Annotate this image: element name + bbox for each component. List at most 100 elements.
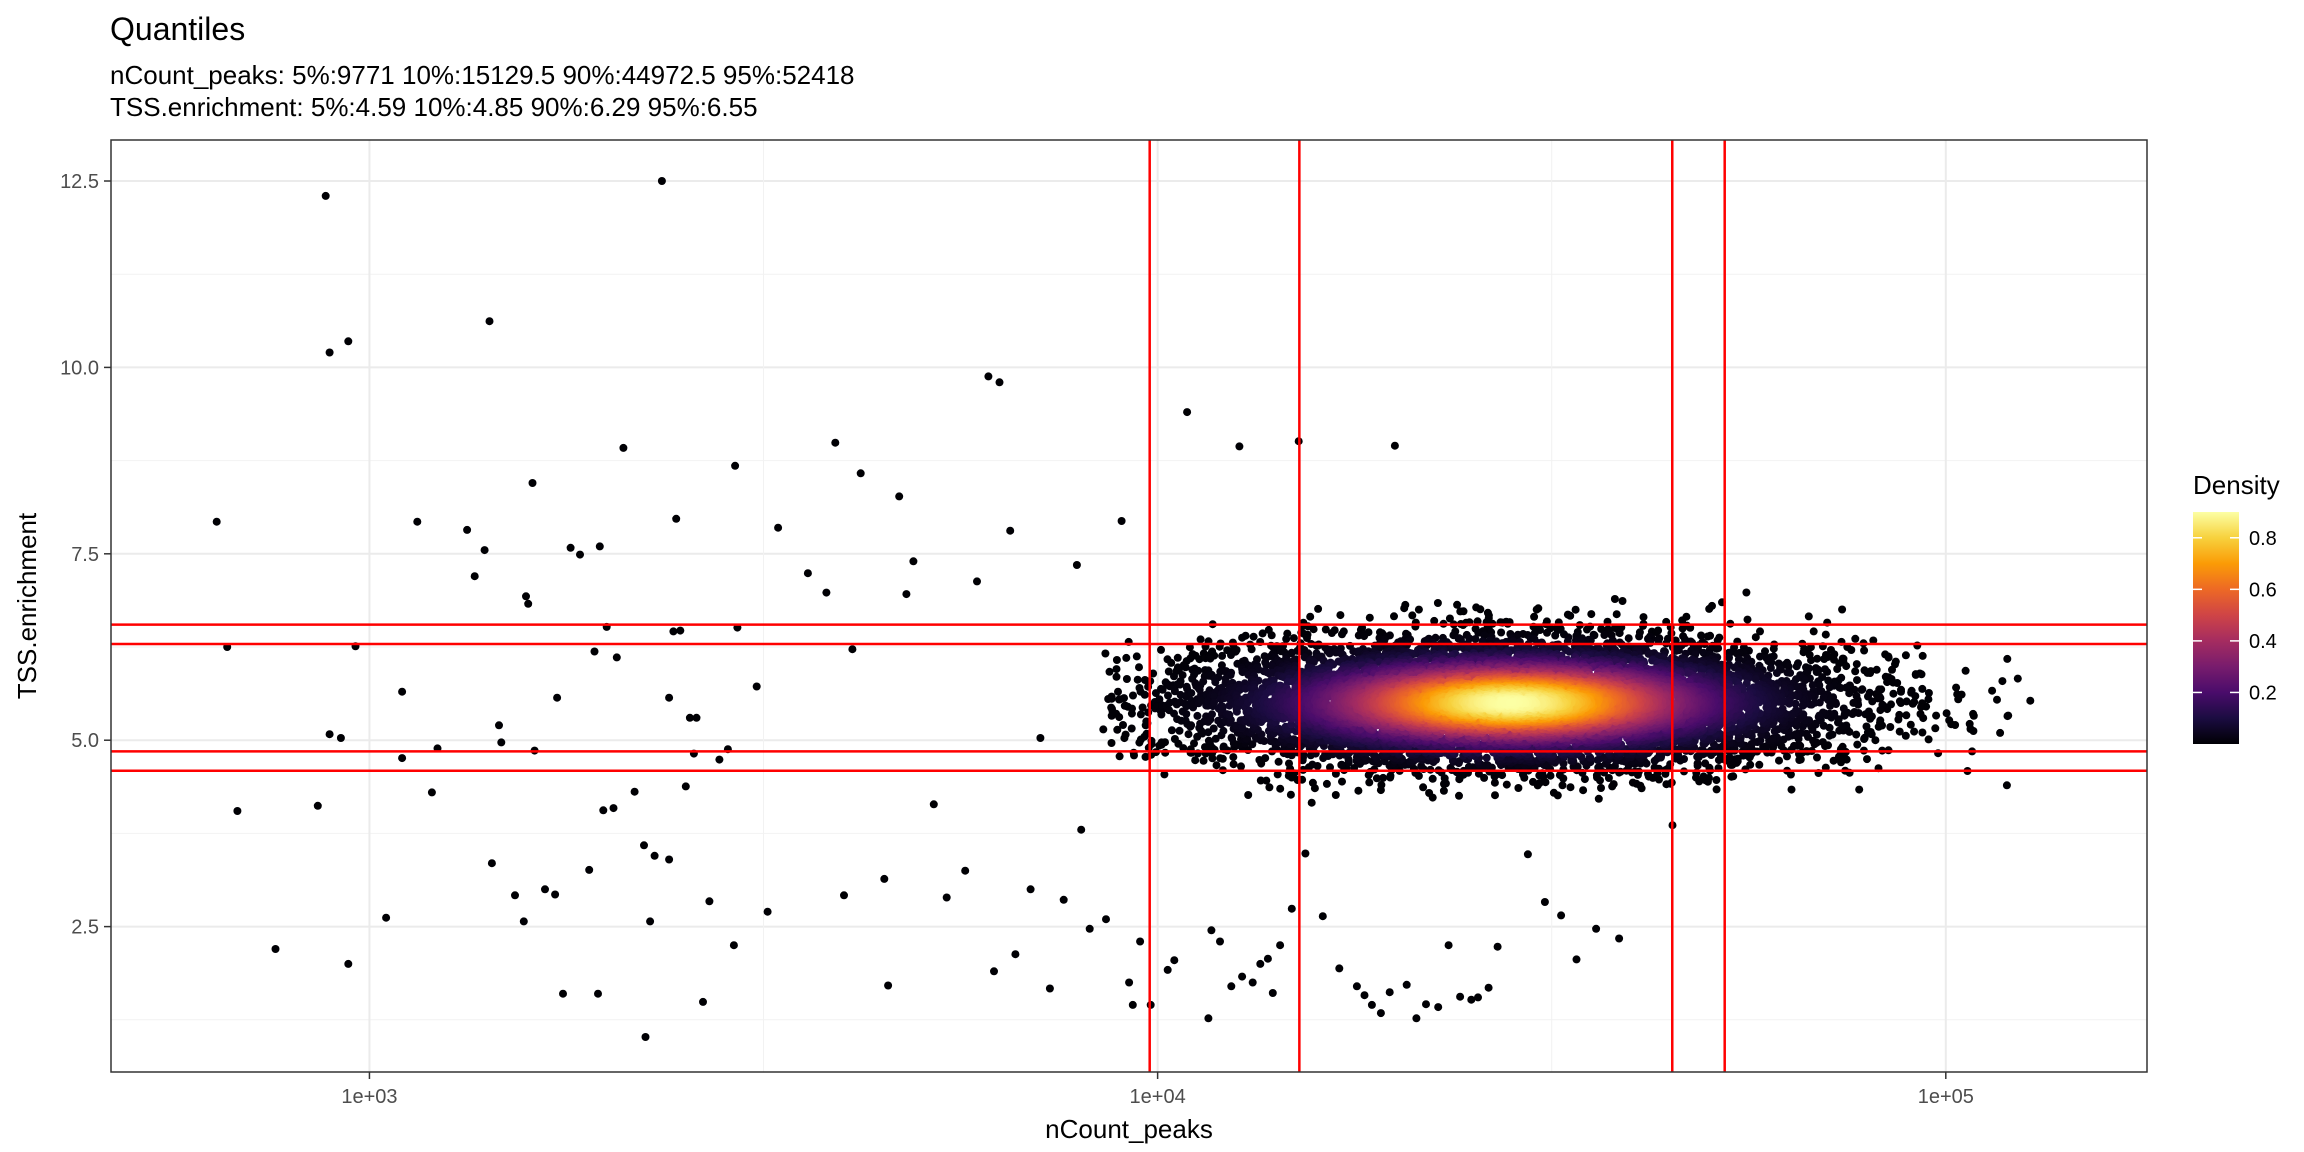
density-point (1716, 751, 1725, 760)
outlier-point (1474, 993, 1482, 1002)
outlier-point (1011, 950, 1020, 959)
outlier-point (344, 959, 353, 968)
density-point (1365, 613, 1374, 622)
density-point (1129, 748, 1138, 757)
density-point (1439, 786, 1448, 795)
density-point (1532, 605, 1541, 614)
outlier-point (382, 913, 391, 922)
density-point (1502, 780, 1511, 789)
density-point (1218, 651, 1227, 660)
density-point (1988, 686, 1997, 695)
density-point (1120, 694, 1128, 703)
density-point (1712, 776, 1721, 784)
density-point (1558, 781, 1567, 790)
density-point (1876, 716, 1885, 725)
density-point (1911, 670, 1920, 679)
density-point (1901, 651, 1910, 660)
density-point (1308, 760, 1317, 769)
density-point (1276, 784, 1285, 793)
outlier-point (803, 569, 812, 578)
density-point (1851, 634, 1860, 643)
density-point (2003, 712, 2012, 721)
density-point (1566, 611, 1575, 620)
density-point (1998, 677, 2007, 686)
density-point (1282, 635, 1291, 643)
density-point (1306, 612, 1315, 621)
outlier-point (942, 893, 951, 902)
density-point (1390, 612, 1398, 621)
outlier-point (681, 782, 690, 791)
density-point (1918, 728, 1927, 737)
density-point (1167, 658, 1176, 667)
density-point (1181, 663, 1190, 672)
outlier-point (909, 557, 918, 566)
density-point (1497, 628, 1506, 637)
density-point (1969, 709, 1978, 718)
density-point (1190, 739, 1198, 748)
density-point (1414, 605, 1423, 614)
density-point (1712, 785, 1721, 794)
density-point (1807, 656, 1815, 665)
density-point (1204, 736, 1213, 745)
outlier-point (692, 713, 701, 722)
density-point (1140, 690, 1149, 699)
density-point (1746, 760, 1755, 769)
density-point (1129, 691, 1137, 700)
outlier-point (1128, 1000, 1137, 1009)
density-point (1473, 617, 1482, 626)
density-point (1170, 687, 1179, 696)
density-point (1864, 692, 1872, 701)
density-point (1895, 727, 1904, 736)
outlier-point (848, 645, 857, 654)
density-point (1191, 756, 1200, 765)
density-point (1476, 605, 1485, 614)
density-point (1612, 610, 1621, 619)
density-point (1303, 634, 1311, 642)
outlier-point (1036, 734, 1045, 742)
density-point (1491, 791, 1499, 800)
density-point (1549, 788, 1558, 797)
outlier-point (559, 989, 567, 998)
density-point (1175, 726, 1184, 735)
density-point (1433, 599, 1442, 607)
density-point (1227, 651, 1235, 659)
density-point (1453, 600, 1462, 609)
chart-subtitle-line-1: nCount_peaks: 5%:9771 10%:15129.5 90%:44… (110, 60, 855, 90)
density-point (1871, 736, 1880, 745)
density-point (1164, 691, 1172, 700)
density-point (1699, 772, 1708, 781)
density-point (1181, 716, 1190, 725)
density-point (1099, 725, 1108, 734)
density-point (1993, 695, 2001, 704)
outlier-point (413, 517, 422, 526)
density-point (1639, 613, 1648, 622)
outlier-point (1163, 965, 1172, 974)
outlier-point (485, 317, 494, 326)
density-point (1336, 611, 1345, 620)
density-point (1650, 763, 1659, 772)
density-point (1759, 743, 1768, 751)
density-point (1338, 777, 1346, 786)
outlier-point (822, 588, 831, 597)
outlier-point (1367, 1000, 1376, 1009)
outlier-point (1077, 825, 1086, 834)
density-point (1852, 730, 1861, 739)
outlier-point (669, 627, 678, 636)
outlier-point (1248, 978, 1257, 987)
density-point (2002, 781, 2011, 790)
density-point (1783, 668, 1792, 677)
density-point (1847, 646, 1856, 654)
density-point (1115, 752, 1124, 761)
density-point (1286, 790, 1295, 799)
density-point (1136, 710, 1145, 719)
density-point (1901, 731, 1910, 740)
density-point (1112, 672, 1121, 681)
density-point (1756, 627, 1764, 636)
density-point (1906, 720, 1915, 729)
outlier-point (902, 590, 911, 599)
outlier-point (880, 874, 889, 883)
density-point (1133, 675, 1142, 684)
density-point (1857, 685, 1866, 694)
density-point (1772, 669, 1781, 677)
density-point (1365, 778, 1374, 787)
